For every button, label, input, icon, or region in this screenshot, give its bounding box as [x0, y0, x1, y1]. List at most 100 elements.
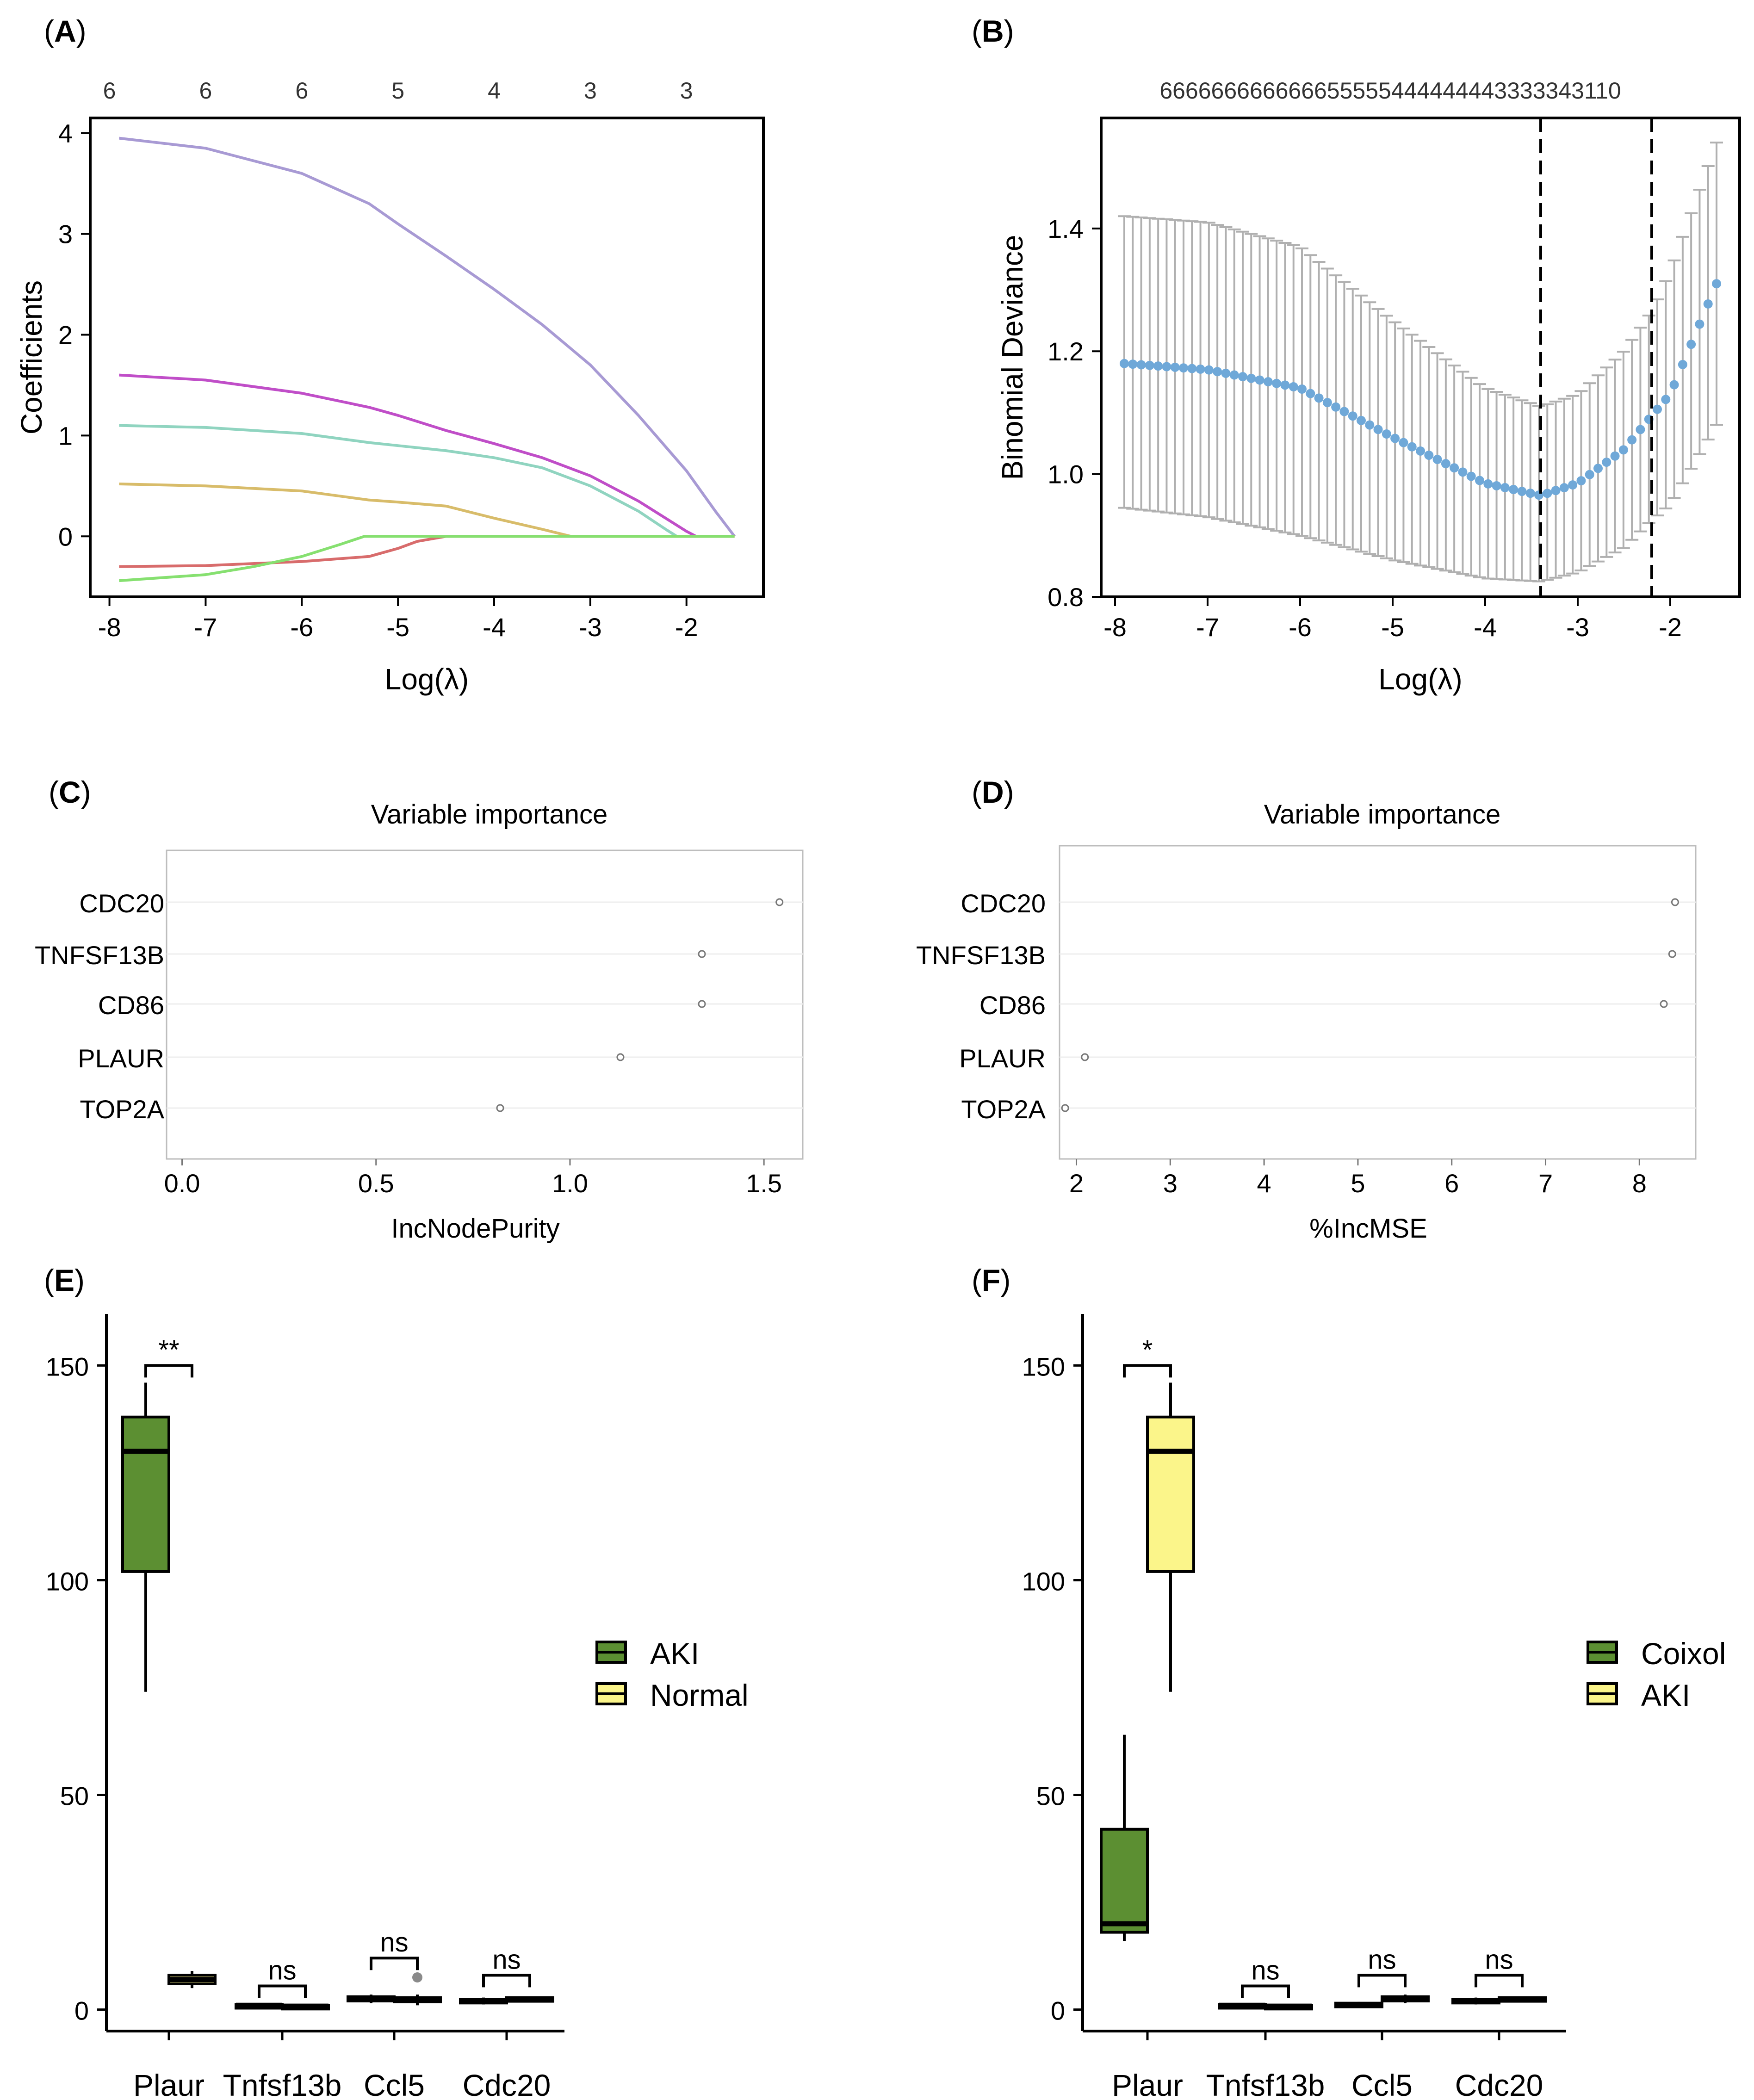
significance-bracket	[144, 1364, 193, 1378]
significance-bracket	[482, 1974, 531, 1988]
x-tick-label: -2	[1659, 613, 1682, 642]
deviance-point	[1407, 442, 1417, 452]
significance-label: ns	[492, 1945, 521, 1975]
x-axis-label: Log(λ)	[385, 663, 469, 696]
importance-point	[496, 1104, 504, 1112]
top-count-label: 666666666666655555444444443333343110	[1159, 78, 1621, 104]
deviance-point	[1280, 380, 1290, 390]
deviance-point	[1162, 362, 1171, 372]
legend-label: Coixol	[1641, 1636, 1726, 1671]
deviance-point	[1170, 362, 1180, 372]
x-category-label: Tnfsf13b	[223, 2068, 342, 2100]
deviance-point	[1314, 393, 1324, 403]
deviance-point	[1382, 429, 1391, 439]
panel-label-letter: B	[982, 14, 1004, 48]
variable-label: PLAUR	[78, 1044, 164, 1073]
deviance-point	[1322, 398, 1332, 408]
importance-point	[1061, 1104, 1069, 1112]
deviance-point	[1466, 471, 1476, 481]
deviance-point	[1568, 480, 1578, 490]
deviance-point	[1357, 415, 1366, 425]
panel-label-paren: )	[1004, 775, 1014, 809]
deviance-point	[1636, 425, 1645, 434]
panel-label-paren: (	[972, 775, 982, 809]
deviance-point	[1509, 485, 1518, 495]
y-tick-label: 150	[46, 1352, 89, 1381]
x-tick-label: -7	[194, 613, 217, 642]
deviance-point	[1695, 319, 1704, 329]
deviance-point	[1373, 425, 1383, 434]
deviance-point	[1136, 360, 1146, 370]
deviance-point	[1187, 364, 1197, 373]
variable-label: CD86	[98, 991, 164, 1020]
y-tick-label: 1.4	[1047, 214, 1084, 243]
coef-path-green	[119, 535, 735, 582]
x-tick-label: 1.5	[746, 1169, 782, 1198]
deviance-point	[1475, 476, 1484, 485]
deviance-point	[1221, 368, 1231, 378]
panel-label-paren: )	[1000, 1263, 1010, 1297]
y-tick-label: 100	[1022, 1567, 1065, 1596]
variable-label: TNFSF13B	[916, 941, 1046, 970]
x-tick-label: 6	[1444, 1169, 1459, 1198]
deviance-point	[1712, 279, 1721, 289]
deviance-point	[1678, 359, 1687, 369]
deviance-point	[1390, 434, 1400, 443]
deviance-point	[1128, 359, 1138, 369]
panel-label-letter: D	[982, 775, 1004, 809]
x-tick-label: 1.0	[552, 1169, 588, 1198]
significance-bracket	[1123, 1364, 1172, 1378]
deviance-point	[1213, 367, 1222, 377]
x-tick-label: -4	[483, 613, 506, 642]
x-tick-label: -3	[1566, 613, 1589, 642]
panel-label-paren: (	[972, 1263, 982, 1297]
significance-bracket	[1357, 1974, 1407, 1988]
significance-label: ns	[1485, 1945, 1513, 1975]
deviance-point	[1458, 467, 1468, 477]
x-tick-label: -5	[386, 613, 409, 642]
coef-path-magenta	[119, 373, 697, 538]
deviance-point	[1289, 382, 1298, 392]
deviance-point	[1551, 486, 1561, 496]
y-tick-label: 1.0	[1047, 460, 1084, 489]
variable-label: CDC20	[961, 889, 1046, 918]
x-tick-label: -6	[290, 613, 313, 642]
x-tick-label: -4	[1474, 613, 1497, 642]
top-count-label: 5	[391, 78, 404, 104]
top-count-label: 4	[488, 78, 501, 104]
panel-label: (B)	[972, 14, 1014, 48]
variable-label: CD86	[979, 991, 1046, 1020]
deviance-point	[1153, 361, 1163, 371]
deviance-point	[1432, 455, 1442, 465]
x-tick-label: 3	[1163, 1169, 1178, 1198]
panel-label-paren: )	[74, 1263, 85, 1297]
significance-label: *	[1142, 1335, 1153, 1365]
x-tick-label: 2	[1069, 1169, 1084, 1198]
chart-title: Variable importance	[1264, 799, 1501, 830]
panel-label-letter: C	[59, 775, 81, 809]
x-tick-label: 8	[1632, 1169, 1647, 1198]
panel-label-letter: F	[982, 1263, 1000, 1297]
y-tick-label: 3	[58, 220, 73, 249]
top-count-label: 6	[295, 78, 308, 104]
deviance-point	[1500, 483, 1510, 492]
y-tick-label: 50	[1036, 1782, 1065, 1811]
panel-label: (C)	[49, 775, 91, 809]
x-category-label: Plaur	[133, 2068, 205, 2100]
x-category-label: Cdc20	[463, 2068, 551, 2100]
y-tick-label: 0	[1051, 1996, 1065, 2026]
chart-title: Variable importance	[371, 799, 608, 830]
significance-bracket	[258, 1984, 307, 1998]
deviance-point	[1424, 450, 1434, 460]
x-tick-label: 0.0	[164, 1169, 200, 1198]
x-tick-label: -6	[1289, 613, 1312, 642]
y-tick-label: 150	[1022, 1352, 1065, 1381]
panel-label: (F)	[972, 1263, 1010, 1297]
significance-label: **	[158, 1335, 179, 1365]
variable-label: TOP2A	[80, 1095, 164, 1124]
significance-label: ns	[1368, 1945, 1396, 1975]
importance-point	[698, 1000, 706, 1008]
y-tick-label: 2	[58, 320, 73, 349]
importance-point	[1081, 1053, 1089, 1061]
